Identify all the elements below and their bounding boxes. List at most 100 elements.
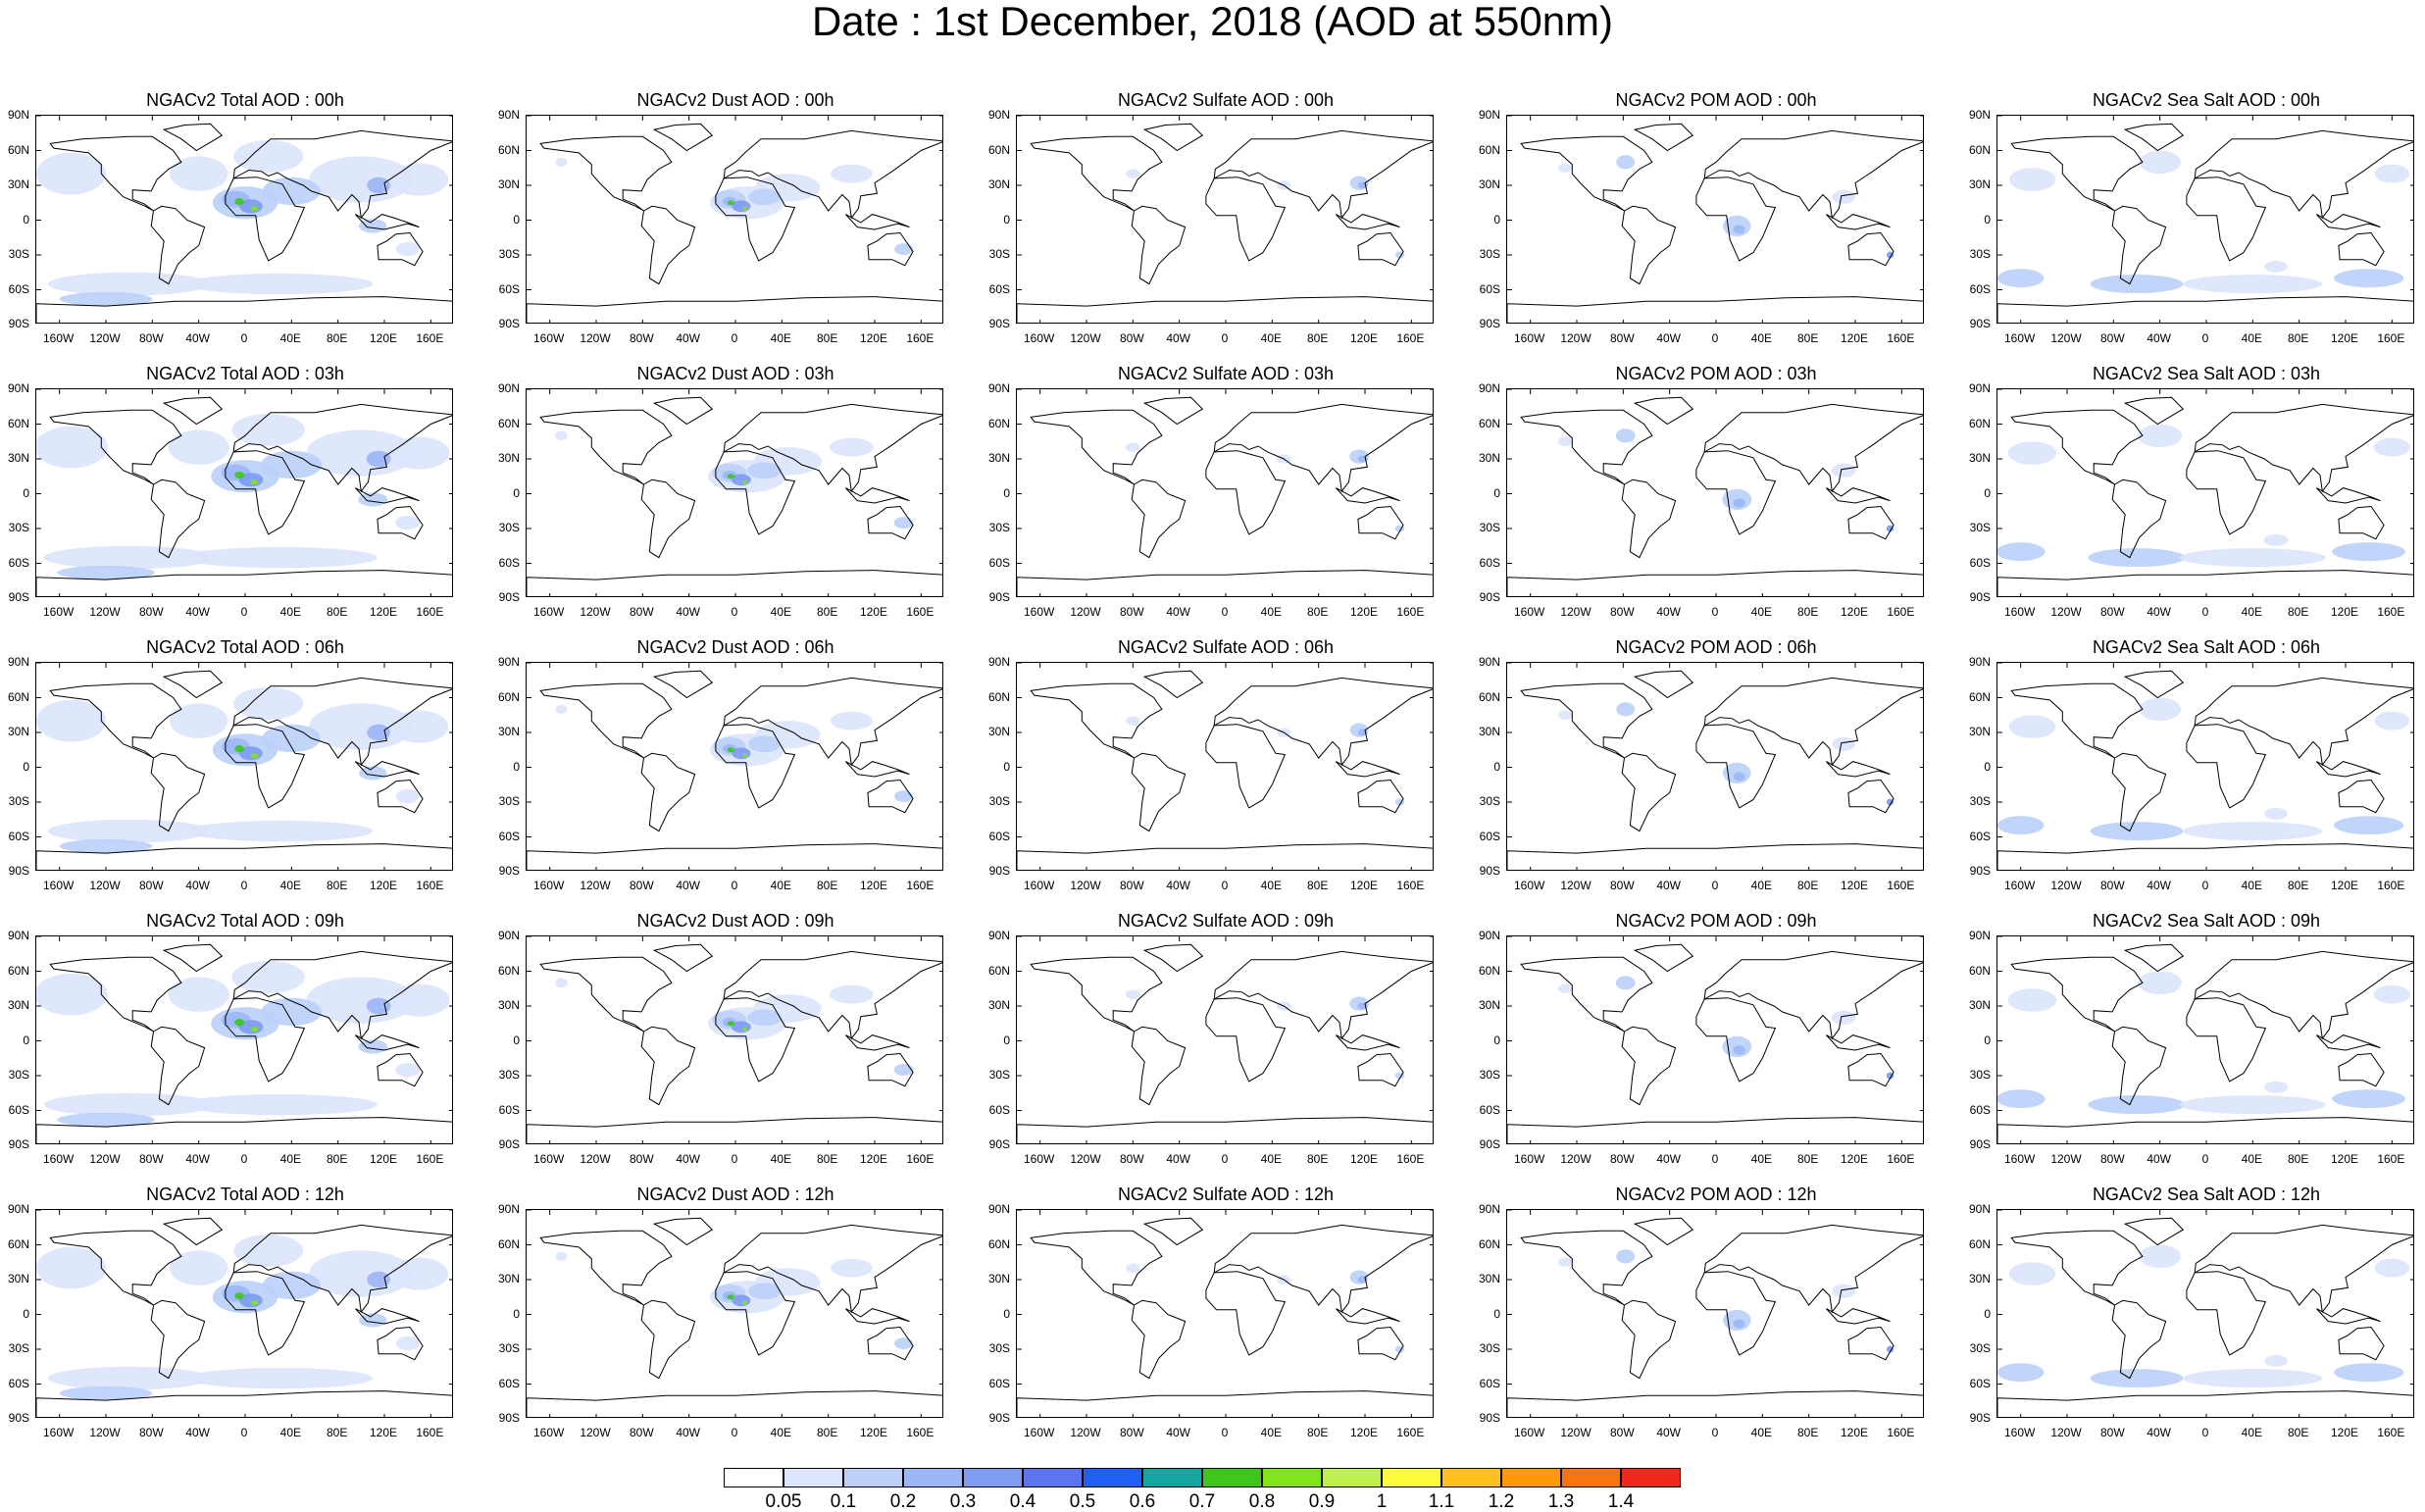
lon-tick-label: 0 [1711,1426,1719,1439]
coastline [2316,1308,2381,1325]
aod-region [261,450,323,479]
aod-region [2374,711,2410,731]
map-panel-dust-1: NGACv2 Dust AOD : 03h 90N 60N 30N 0 30S 60S 90S… [490,364,981,629]
aod-region [262,176,321,206]
coastline [1213,1224,1433,1314]
aod-region [2264,1354,2288,1367]
lon-tick-label: 160W [42,605,75,619]
coastline [1357,231,1404,267]
lon-tick-label: 40W [2147,1426,2171,1439]
lon-tick-label: 120E [1349,1426,1379,1439]
lon-tick-label: 40E [2241,1152,2262,1166]
coastline [1997,843,2413,870]
colorbar-label: 1.3 [1547,1491,1575,1512]
lon-tick-label: 80W [2099,1152,2125,1166]
aod-region [250,1027,259,1033]
lon-tick-label: 80E [816,879,838,892]
lat-tick-label: 90S [1969,317,1991,330]
lon-tick-label: 120E [1840,879,1869,892]
aod-region [2138,424,2183,448]
world-map [1997,116,2413,323]
lon-tick-label: 80E [326,879,348,892]
colorbar-swatch [1083,1468,1142,1487]
map-frame [526,388,943,597]
lat-tick-label: 30S [498,247,520,261]
aod-region [309,156,414,203]
coastline [355,761,420,778]
aod-region [1557,983,1573,993]
aod-region [893,1064,914,1076]
lon-tick-label: 80E [1796,331,1819,345]
coastline [1507,843,1923,870]
lon-tick-label: 80W [629,1152,654,1166]
aod-region [36,152,106,195]
aod-region [2179,548,2326,568]
coastline [1847,505,1895,540]
colorbar-swatch [963,1468,1023,1487]
coastline [1357,1052,1404,1087]
lon-tick-label: 80W [138,605,164,619]
coastline [867,1052,914,1087]
lat-tick-label: 60N [7,963,29,978]
aod-region [389,710,449,743]
lon-tick-label: 80E [1306,879,1329,892]
coastline [162,396,224,426]
aod-region [358,1039,388,1054]
lon-tick-label: 80W [138,879,164,892]
colorbar-label: 0.05 [765,1491,802,1512]
aod-region [732,200,751,213]
map-frame [526,935,943,1144]
coastline [715,176,796,262]
lon-tick-label: 160E [1887,1426,1915,1439]
lat-tick-label: 90N [1478,108,1500,122]
coastline [2111,205,2167,285]
lat-tick-label: 90S [8,1137,29,1151]
lon-tick-label: 80E [816,1152,838,1166]
aod-region [831,164,873,183]
lon-tick-label: 120W [1560,605,1591,619]
lon-tick-label: 120W [580,605,611,619]
lon-tick-label: 120W [2050,605,2082,619]
lat-tick-label: 0 [1984,212,1991,227]
figure-title: Date : 1st December, 2018 (AOD at 550nm) [811,0,1614,44]
lon-tick-label: 80W [1609,1426,1635,1439]
aod-region [395,1062,421,1078]
map-frame [1996,388,2414,597]
lon-tick-label: 120W [2050,879,2082,892]
lat-tick-label: 0 [513,212,520,227]
lat-tick-label: 0 [1003,759,1010,774]
coastline [1703,1224,1923,1314]
coastline [1520,135,1653,212]
coastline [1131,1026,1187,1106]
panel-title: NGACv2 Dust AOD : 12h [636,1184,834,1204]
lon-tick-label: 40E [1750,1152,1772,1166]
map-frame [1506,662,1924,871]
lat-tick-label: 30S [8,1341,29,1355]
lat-tick-label: 0 [1493,759,1500,774]
lon-tick-label: 160E [906,879,935,892]
lon-tick-label: 160W [532,879,565,892]
aod-region [748,1283,782,1300]
colorbar-label: 0.9 [1308,1491,1336,1512]
lon-tick-label: 80W [2099,1426,2125,1439]
aod-region [59,1386,153,1401]
coastline [845,487,910,504]
lon-tick-label: 80W [138,331,164,345]
aod-region [358,492,388,507]
coastline [652,943,714,973]
lon-tick-label: 40W [2147,1152,2171,1166]
coastline [2316,214,2381,230]
colorbar-label: 0.5 [1069,1491,1096,1512]
coastline [2194,129,2413,220]
lat-tick-label: 90S [498,864,520,878]
coastline [1633,1217,1694,1246]
coastline [36,1390,452,1417]
coastline [1826,1308,1891,1325]
lon-tick-label: 40E [1260,1426,1282,1439]
coastline [2194,1224,2413,1314]
lon-tick-label: 40W [1656,1426,1681,1439]
coastline [640,752,696,832]
coastline [2316,761,2381,778]
lat-tick-label: 0 [1984,1306,1991,1321]
